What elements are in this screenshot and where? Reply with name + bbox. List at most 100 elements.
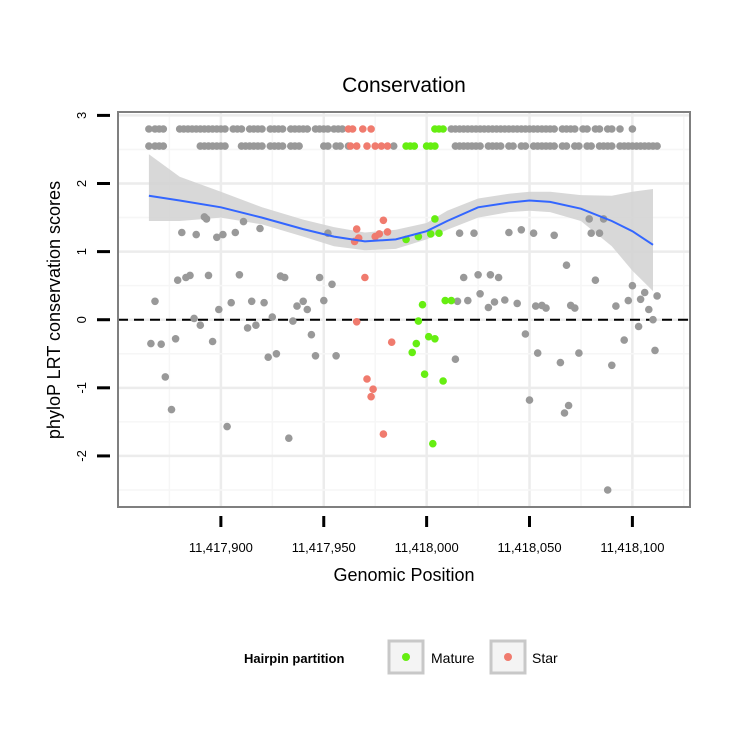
legend-dot-mature	[402, 653, 410, 661]
point-other	[486, 271, 495, 279]
point-other	[470, 229, 478, 237]
point-star	[361, 273, 369, 282]
point-other	[451, 355, 460, 364]
point-other	[583, 125, 591, 133]
point-star	[352, 142, 361, 150]
point-other	[562, 142, 571, 150]
point-other	[332, 352, 340, 360]
plot-background	[118, 112, 690, 507]
point-other	[252, 321, 260, 330]
smooth-line-layer	[148, 194, 654, 246]
point-mature	[408, 348, 417, 357]
x-tick-label: 11,418,100	[600, 540, 664, 555]
point-other	[293, 302, 301, 310]
point-other	[145, 142, 153, 150]
point-mature	[420, 370, 429, 379]
point-other	[223, 422, 231, 431]
point-mature	[439, 377, 447, 385]
point-other	[239, 217, 248, 226]
point-star	[363, 375, 371, 383]
point-mature	[431, 142, 439, 150]
y-tick-label: 1	[74, 248, 89, 255]
point-other	[159, 125, 168, 133]
point-other	[556, 358, 565, 367]
point-other	[628, 125, 637, 133]
point-other	[490, 298, 499, 306]
point-other	[324, 142, 332, 150]
y-tick-label: 0	[74, 316, 89, 323]
point-other	[336, 142, 345, 150]
point-other	[521, 142, 530, 150]
point-other	[190, 314, 198, 323]
point-other	[167, 405, 176, 414]
y-tick-label: -1	[74, 382, 89, 394]
point-other	[616, 125, 624, 133]
y-tick-label: -2	[74, 450, 89, 462]
x-tick-label: 11,418,050	[497, 540, 561, 555]
legend-dot-star	[504, 653, 512, 661]
point-other	[653, 142, 661, 150]
point-other	[311, 352, 320, 360]
point-other	[324, 125, 332, 133]
point-star	[363, 142, 371, 150]
point-other	[151, 297, 159, 306]
point-other	[303, 305, 312, 314]
point-other	[231, 228, 240, 237]
point-other	[620, 336, 628, 344]
point-other	[215, 305, 223, 314]
point-other	[260, 298, 268, 307]
point-other	[505, 228, 513, 237]
point-other	[476, 142, 484, 150]
point-other	[328, 280, 336, 289]
point-other	[575, 142, 583, 150]
point-other	[550, 231, 558, 240]
point-other	[562, 261, 571, 270]
point-other	[455, 229, 464, 237]
point-other	[521, 330, 530, 338]
point-other	[636, 295, 645, 304]
y-tick-label: 2	[74, 180, 89, 187]
x-axis-title: Genomic Position	[333, 565, 474, 585]
data-points	[145, 125, 661, 494]
point-other	[496, 142, 505, 150]
point-mature	[435, 229, 443, 237]
point-other	[219, 230, 227, 239]
point-star	[348, 125, 357, 133]
point-other	[145, 125, 153, 133]
point-other	[315, 273, 324, 282]
point-mature	[429, 439, 437, 448]
point-other	[653, 292, 661, 300]
point-other	[278, 125, 287, 133]
x-tick-label: 11,417,900	[189, 540, 253, 555]
smooth-line	[148, 194, 654, 246]
chart-title: Conservation	[342, 74, 466, 97]
point-star	[359, 125, 367, 133]
grid-lines	[118, 112, 690, 507]
point-other	[147, 339, 155, 348]
point-other	[178, 228, 186, 237]
x-tick-label: 11,417,950	[292, 540, 356, 555]
point-other	[509, 142, 517, 150]
point-star	[383, 142, 392, 150]
point-other	[587, 142, 595, 150]
point-other	[173, 276, 182, 285]
point-mature	[418, 300, 427, 309]
legend-label-star: Star	[532, 650, 558, 666]
point-other	[608, 142, 616, 150]
point-mature	[439, 125, 447, 133]
point-other	[640, 288, 649, 297]
point-star	[379, 430, 388, 438]
point-other	[289, 317, 297, 325]
point-other	[571, 125, 579, 133]
point-other	[204, 271, 213, 280]
point-other	[221, 125, 229, 133]
point-other	[595, 229, 604, 237]
point-other	[608, 125, 616, 133]
legend: Hairpin partition Mature Star	[244, 639, 558, 675]
point-other	[531, 302, 540, 310]
point-other	[651, 346, 659, 355]
point-star	[375, 230, 384, 238]
point-other	[192, 230, 200, 239]
y-tick-label: 3	[74, 112, 89, 119]
point-star	[369, 385, 377, 394]
